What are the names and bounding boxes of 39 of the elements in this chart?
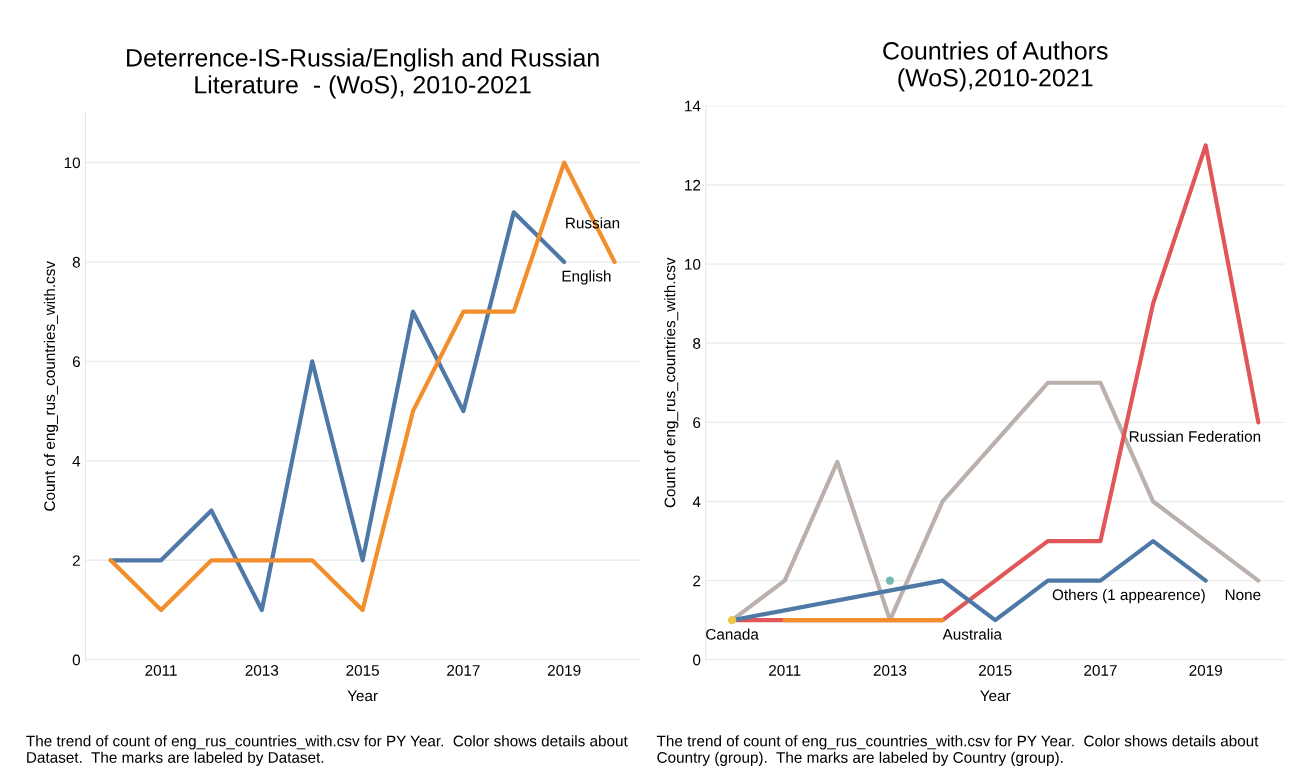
- x-tick-label: 2019: [1189, 665, 1222, 676]
- text: The trend of count of eng_rus_countries_with.csv for PY Year. Color shows details about Country (group). The marks are labeled by Country (group).: [656, 735, 1259, 766]
- x-tick-label: 2017: [447, 665, 480, 676]
- chart-title: Deterrence-IS-Russia/English and Russian Literature - (WoS), 2010-2021: [127, 48, 599, 99]
- y-tick-label: 8: [693, 338, 701, 349]
- y-axis-title: Count of eng_rus_countries_with.csv: [43, 261, 59, 511]
- x-axis-title: Year: [347, 690, 378, 702]
- y-tick-label: 10: [685, 258, 701, 270]
- y-tick-label: 4: [72, 455, 81, 467]
- series-label: Australia: [942, 628, 1003, 640]
- series-label: Russian Federation: [1129, 430, 1261, 442]
- y-axis-title: Count of eng_rus_countries_with.csv: [664, 257, 679, 508]
- y-tick-label: 8: [72, 256, 80, 268]
- y-tick-label: 14: [685, 100, 701, 112]
- y-tick-label: 4: [692, 496, 701, 508]
- x-tick-label: 2013: [873, 665, 907, 676]
- text: The trend of count of eng_rus_countries_with.csv for PY Year. Color shows details about Dataset. The marks are labeled by Dataset.: [26, 735, 628, 766]
- x-tick-label: 2013: [245, 665, 279, 676]
- x-axis-title: Year: [980, 690, 1011, 702]
- x-tick-label: 2015: [978, 665, 1012, 676]
- y-tick-label: 2: [72, 555, 80, 566]
- line-series: [108, 160, 617, 613]
- y-tick-label: 10: [64, 157, 81, 169]
- series-label: English: [562, 270, 611, 285]
- x-tick-label: 2011: [145, 665, 177, 676]
- chart-title: Countries of Authors (WoS),2010-2021: [883, 41, 1108, 92]
- y-tick-label: 6: [72, 356, 80, 368]
- y-tick-label: 6: [693, 417, 701, 429]
- x-tick-label: 2011: [769, 665, 801, 676]
- x-tick-label: 2015: [346, 665, 379, 676]
- y-tick-label: 2: [693, 575, 701, 587]
- y-tick-label: 0: [72, 654, 81, 666]
- y-tick-label: 0: [693, 654, 701, 666]
- series-label: None: [1225, 589, 1261, 601]
- x-tick-label: 2017: [1084, 665, 1117, 676]
- series-label: Canada: [706, 628, 759, 640]
- y-tick-label: 12: [685, 179, 701, 191]
- series-label: Others (1 appearence): [1052, 588, 1205, 604]
- x-tick-label: 2019: [547, 665, 581, 676]
